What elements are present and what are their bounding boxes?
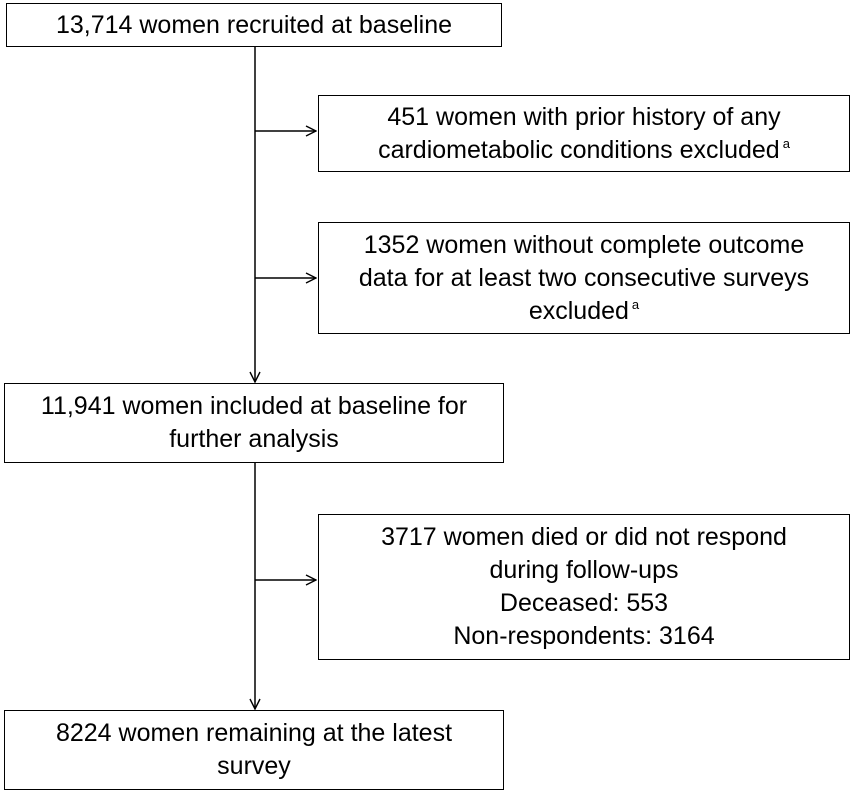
- recruited-box: 13,714 women recruited at baseline: [6, 3, 502, 47]
- excluded-outcome-line-1: 1352 women without complete outcome: [363, 230, 805, 259]
- lost-line-1: 3717 women died or did not respond: [381, 523, 787, 551]
- remaining-box: 8224 women remaining at the latest surve…: [4, 710, 504, 790]
- lost-line-4: Non-respondents: 3164: [453, 622, 715, 650]
- excluded-prior-line-1: 451 women with prior history of any: [387, 102, 781, 131]
- excluded-outcome-line-3: excluded a: [528, 296, 640, 325]
- lost-line-3: Deceased: 553: [499, 589, 669, 617]
- included-line-2: further analysis: [169, 425, 339, 453]
- footnote-marker: a: [631, 296, 640, 312]
- excluded-prior-line-2: cardiometabolic conditions excluded a: [378, 135, 790, 164]
- excluded-outcome-line-2: data for at least two consecutive survey…: [358, 263, 810, 292]
- recruited-line-1: 13,714 women recruited at baseline: [55, 10, 453, 39]
- included-line-1: 11,941 women included at baseline for: [40, 392, 468, 420]
- remaining-line-1: 8224 women remaining at the latest: [55, 719, 453, 747]
- included-box: 11,941 women included at baseline for fu…: [4, 383, 504, 463]
- excluded-prior-box: 451 women with prior history of any card…: [318, 95, 850, 172]
- lost-line-2: during follow-ups: [489, 556, 679, 584]
- remaining-line-2: survey: [217, 752, 291, 780]
- lost-to-follow-up-box: 3717 women died or did not respond durin…: [318, 514, 850, 660]
- excluded-outcome-box: 1352 women without complete outcome data…: [318, 222, 850, 334]
- footnote-marker: a: [782, 135, 790, 151]
